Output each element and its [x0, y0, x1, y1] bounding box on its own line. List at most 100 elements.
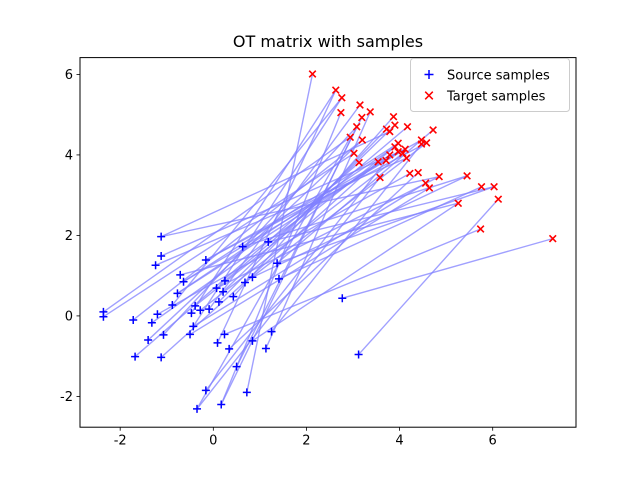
source-plus-marker [157, 232, 166, 241]
y-tick-label: -2 [60, 390, 73, 405]
target-x-marker [337, 93, 346, 102]
source-plus-marker [240, 278, 249, 287]
source-plus-marker [354, 350, 363, 359]
target-x-marker [477, 182, 486, 191]
source-plus-marker [267, 327, 276, 336]
ot-line [252, 175, 468, 278]
source-plus-marker [176, 270, 185, 279]
target-x-marker [476, 225, 485, 233]
source-plus-marker [187, 309, 196, 318]
target-x-marker [401, 145, 410, 154]
legend-source-label: Source samples [447, 69, 550, 84]
source-plus-marker [261, 344, 270, 353]
target-x-marker [356, 101, 364, 109]
target-x-marker [394, 147, 403, 156]
target-x-marker [358, 136, 367, 144]
target-x-marker [385, 151, 394, 159]
target-x-marker [357, 113, 366, 122]
target-x-marker [389, 112, 398, 121]
ot-line [268, 186, 495, 243]
ot-connection-lines [103, 73, 553, 410]
target-x-marker [548, 234, 557, 243]
source-plus-marker [264, 237, 273, 246]
target-x-marker [414, 168, 423, 177]
source-plus-marker [157, 353, 166, 362]
source-plus-marker [248, 336, 257, 345]
ot-line [161, 175, 440, 238]
target-x-marker [494, 195, 503, 204]
target-x-marker [385, 127, 394, 136]
source-plus-marker [273, 259, 282, 268]
source-plus-marker [219, 287, 228, 296]
target-x-marker [490, 182, 498, 191]
target-x-marker [308, 70, 317, 78]
x-tick-label: -2 [114, 434, 127, 449]
target-x-marker [337, 108, 345, 117]
x-tick-label: 4 [395, 434, 403, 449]
source-plus-marker [217, 400, 226, 409]
x-tick-label: 2 [302, 434, 310, 449]
source-plus-marker [173, 289, 182, 298]
legend-target-x-icon [424, 91, 434, 100]
ot-line [199, 152, 404, 311]
legend-source-plus-icon [424, 70, 434, 79]
source-plus-marker [193, 404, 202, 413]
legend-target-label: Target samples [446, 90, 546, 105]
source-plus-marker [248, 273, 257, 282]
source-plus-marker [147, 318, 156, 327]
y-tick-label: 2 [65, 229, 73, 244]
legend: Source samples Target samples [410, 58, 570, 112]
source-plus-marker [201, 386, 210, 395]
source-plus-marker [196, 306, 205, 315]
x-tick-label: 6 [489, 434, 497, 449]
ot-line [160, 161, 379, 358]
source-plus-marker [131, 352, 140, 361]
source-plus-marker [220, 330, 229, 339]
y-tick-label: 4 [65, 148, 73, 163]
source-plus-marker [213, 338, 222, 347]
source-plus-marker [214, 297, 223, 306]
source-plus-marker [220, 276, 229, 285]
target-x-marker [352, 122, 361, 131]
y-tick-label: 0 [65, 309, 73, 324]
source-plus-marker [153, 310, 162, 319]
target-x-marker [366, 107, 375, 116]
source-plus-marker [201, 255, 210, 264]
ot-line [208, 104, 361, 310]
ot-line [190, 89, 337, 314]
target-x-marker [355, 158, 363, 167]
ot-line [224, 228, 481, 336]
source-plus-marker [205, 305, 214, 314]
legend-box [410, 58, 570, 112]
target-x-marker [376, 173, 384, 182]
source-samples-layer [99, 232, 363, 413]
target-x-marker [374, 157, 383, 166]
target-x-marker [405, 169, 414, 178]
ot-line [278, 186, 482, 280]
source-plus-marker [242, 388, 251, 397]
source-plus-marker [186, 330, 195, 339]
source-plus-marker [157, 251, 166, 260]
target-samples-layer [308, 70, 557, 243]
ot-line [157, 172, 411, 315]
source-plus-marker [232, 362, 241, 371]
ot-line [270, 143, 423, 333]
source-plus-marker [179, 277, 188, 286]
target-x-marker [331, 86, 340, 94]
target-x-marker [391, 143, 399, 151]
ot-line [147, 139, 363, 341]
source-plus-marker [151, 261, 160, 270]
target-x-marker [429, 126, 437, 134]
source-plus-marker [274, 274, 283, 283]
y-axis: -2 0 2 4 6 [60, 68, 80, 405]
target-x-marker [346, 133, 355, 142]
ot-line [276, 186, 495, 264]
source-plus-marker [191, 301, 200, 310]
ot-line [160, 130, 391, 238]
target-x-marker [422, 138, 431, 147]
target-x-marker [350, 149, 358, 158]
ot-line [103, 152, 355, 318]
ot-line [183, 148, 406, 283]
target-x-marker [435, 172, 444, 181]
